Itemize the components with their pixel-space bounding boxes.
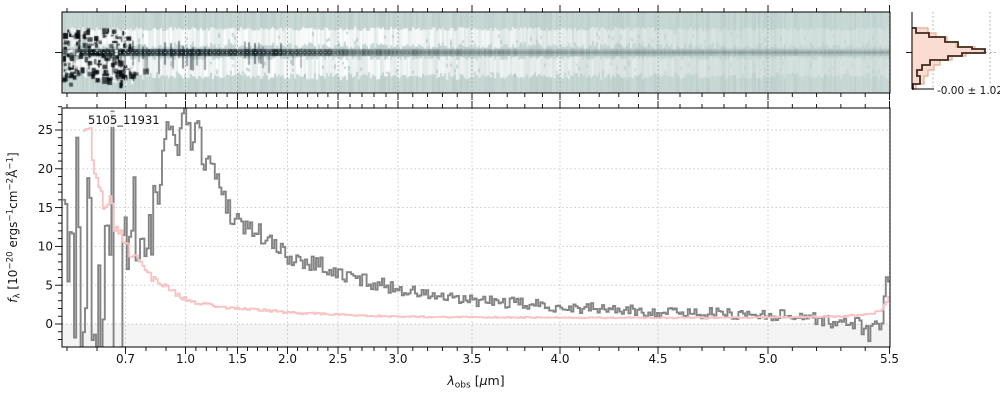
- svg-text:3.5: 3.5: [462, 352, 481, 366]
- svg-text:25: 25: [38, 123, 53, 137]
- histogram-spines: [911, 12, 934, 90]
- svg-text:15: 15: [38, 201, 53, 215]
- svg-text:0.7: 0.7: [116, 352, 135, 366]
- x-axis-label: λobs [μm]: [446, 373, 504, 391]
- source-id-label: 5105_11931: [88, 113, 160, 127]
- svg-text:1.0: 1.0: [176, 352, 195, 366]
- spec2d-gridlines: [62, 12, 890, 93]
- y-axis-label: fλ [10−20 ergs−1cm−2Å−1]: [5, 152, 23, 302]
- svg-text:5: 5: [45, 278, 53, 292]
- svg-text:10: 10: [38, 240, 53, 254]
- svg-text:4.5: 4.5: [648, 352, 667, 366]
- svg-text:2.0: 2.0: [278, 352, 297, 366]
- spec1d-axis-ticks: [55, 101, 890, 354]
- pixel-histogram: [911, 12, 998, 90]
- svg-text:0: 0: [45, 317, 53, 331]
- histogram-stats-label: -0.00 ± 1.02: [937, 85, 1000, 97]
- x-tick-labels: 0.7 1.0 1.5 2.0 2.5 3.0 3.5 4.0 4.5 5.0 5.5: [116, 352, 899, 366]
- spec2d-axis-ticks: [66, 5, 890, 100]
- svg-text:3.0: 3.0: [388, 352, 407, 366]
- spectrum-series: [63, 108, 890, 347]
- svg-text:5.5: 5.5: [880, 352, 899, 366]
- y-tick-labels: 0 5 10 15 20 25: [38, 123, 53, 331]
- svg-text:20: 20: [38, 162, 53, 176]
- svg-text:2.5: 2.5: [328, 352, 347, 366]
- spec1d-frame: [61, 107, 891, 348]
- svg-text:5.0: 5.0: [758, 352, 777, 366]
- svg-text:1.5: 1.5: [228, 352, 247, 366]
- svg-text:4.0: 4.0: [550, 352, 569, 366]
- spec1d-gridlines: [62, 108, 890, 347]
- below-zero-shading: [62, 324, 890, 347]
- source-id-box: [84, 112, 163, 127]
